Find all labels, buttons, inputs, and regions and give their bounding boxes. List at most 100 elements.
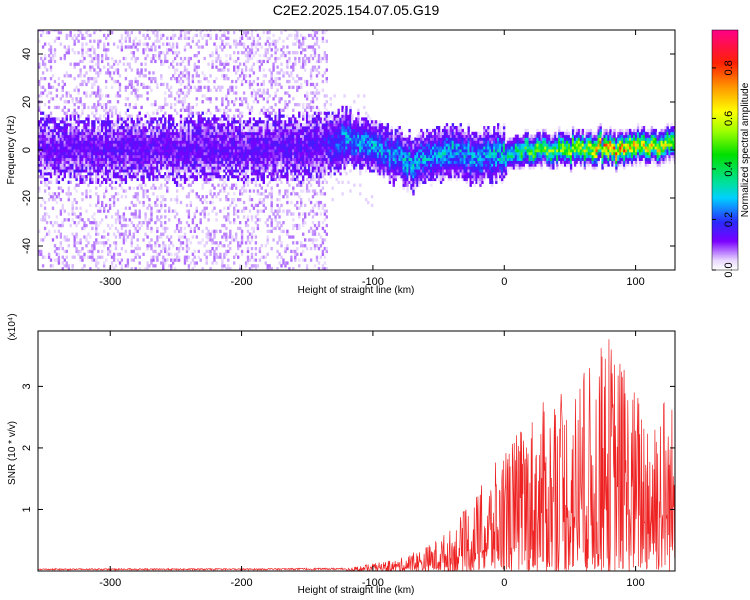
- heatmap-cell: [242, 154, 246, 159]
- heatmap-cell: [142, 169, 145, 173]
- heatmap-cell: [207, 232, 210, 236]
- heatmap-cell: [73, 30, 76, 32]
- heatmap-cell: [260, 177, 263, 182]
- heatmap-cell: [292, 146, 295, 150]
- heatmap-cell: [227, 166, 230, 170]
- heatmap-cell: [280, 203, 283, 208]
- heatmap-cell: [134, 229, 137, 233]
- heatmap-cell: [132, 42, 135, 46]
- heatmap-cell: [156, 169, 159, 173]
- heatmap-cell: [284, 134, 287, 138]
- heatmap-cell: [191, 180, 195, 184]
- heatmap-cell: [177, 218, 181, 222]
- heatmap-cell: [128, 151, 131, 156]
- heatmap-cell: [294, 120, 297, 124]
- heatmap-cell: [292, 143, 295, 147]
- heatmap-cell: [101, 126, 104, 130]
- heatmap-cell: [146, 128, 149, 133]
- heatmap-cell: [152, 140, 155, 144]
- heatmap-cell: [51, 131, 55, 136]
- heatmap-cell: [187, 151, 191, 156]
- heatmap-cell: [134, 77, 137, 81]
- heatmap-cell: [126, 264, 130, 268]
- heatmap-cell: [266, 123, 269, 127]
- heatmap-cell: [124, 223, 128, 228]
- heatmap-cell: [282, 261, 285, 265]
- heatmap-cell: [168, 114, 171, 118]
- heatmap-cell: [140, 149, 143, 153]
- heatmap-cell: [128, 172, 131, 176]
- heatmap-cell: [229, 149, 232, 153]
- heatmap-cell: [95, 261, 98, 265]
- heatmap-cell: [160, 117, 163, 121]
- heatmap-cell: [278, 108, 281, 112]
- heatmap-cell: [146, 169, 149, 173]
- heatmap-cell: [223, 108, 226, 112]
- heatmap-cell: [227, 128, 230, 133]
- heatmap-cell: [270, 229, 273, 233]
- heatmap-cell: [183, 180, 187, 184]
- heatmap-cell: [193, 54, 196, 58]
- heatmap-cell: [105, 134, 108, 138]
- heatmap-cell: [235, 140, 238, 144]
- heatmap-cell: [201, 163, 204, 167]
- heatmap-cell: [229, 169, 232, 173]
- heatmap-cell: [144, 56, 147, 61]
- heatmap-cell: [199, 79, 202, 84]
- heatmap-cell: [270, 154, 273, 159]
- heatmap-cell: [181, 146, 185, 150]
- heatmap-cell: [41, 264, 45, 268]
- heatmap-cell: [79, 157, 82, 161]
- heatmap-cell: [205, 134, 208, 138]
- heatmap-cell: [278, 154, 281, 159]
- heatmap-cell: [229, 134, 232, 138]
- heatmap-cell: [154, 54, 157, 58]
- heatmap-cell: [61, 149, 64, 153]
- heatmap-cell: [250, 232, 254, 236]
- heatmap-cell: [217, 175, 220, 179]
- heatmap-cell: [199, 117, 202, 121]
- heatmap-cell: [126, 33, 130, 38]
- heatmap-cell: [276, 241, 279, 245]
- heatmap-cell: [154, 221, 157, 225]
- heatmap-cell: [124, 195, 128, 199]
- heatmap-cell: [41, 255, 45, 259]
- heatmap-cell: [83, 255, 86, 259]
- heatmap-cell: [166, 180, 169, 184]
- heatmap-cell: [97, 149, 100, 153]
- heatmap-cell: [256, 264, 260, 268]
- heatmap-cell: [240, 140, 244, 144]
- heatmap-cell: [262, 175, 265, 179]
- heatmap-cell: [225, 172, 228, 176]
- heatmap-cell: [148, 149, 151, 153]
- heatmap-cell: [130, 241, 133, 245]
- heatmap-cell: [49, 180, 53, 184]
- heatmap-cell: [53, 126, 57, 130]
- heatmap-cell: [130, 123, 133, 127]
- heatmap-cell: [231, 88, 234, 92]
- heatmap-cell: [294, 252, 297, 256]
- heatmap-cell: [77, 134, 80, 138]
- heatmap-cell: [89, 177, 92, 182]
- heatmap-cell: [229, 45, 232, 49]
- heatmap-cell: [83, 56, 86, 61]
- heatmap-cell: [262, 172, 265, 176]
- heatmap-cell: [41, 134, 45, 138]
- heatmap-cell: [65, 33, 68, 38]
- heatmap-cell: [134, 192, 137, 196]
- heatmap-cell: [205, 151, 208, 156]
- heatmap-cell: [195, 169, 198, 173]
- heatmap-cell: [53, 123, 57, 127]
- heatmap-cell: [240, 134, 244, 138]
- heatmap-cell: [142, 82, 145, 87]
- heatmap-cell: [272, 123, 275, 127]
- heatmap-cell: [185, 143, 189, 147]
- heatmap-cell: [286, 229, 289, 233]
- heatmap-cell: [79, 143, 82, 147]
- heatmap-cell: [183, 45, 187, 49]
- heatmap-cell: [262, 160, 265, 164]
- heatmap-cell: [83, 91, 86, 95]
- heatmap-cell: [189, 143, 193, 147]
- heatmap-cell: [201, 267, 204, 270]
- heatmap-cell: [239, 221, 242, 225]
